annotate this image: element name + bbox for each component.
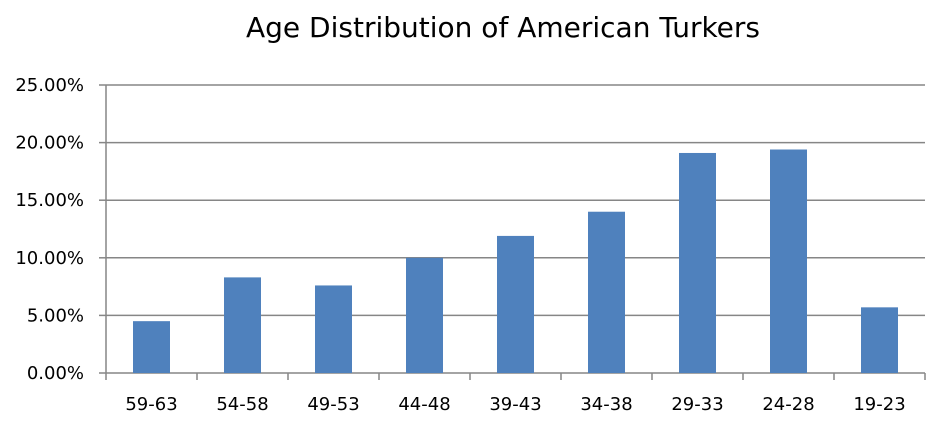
bar-54-58	[224, 277, 261, 373]
bar-29-33	[679, 152, 716, 373]
y-axis-tick-label: 20.00%	[15, 133, 84, 154]
y-axis-tick-label: 25.00%	[15, 75, 84, 96]
x-axis-tick-label: 29-33	[671, 394, 723, 415]
y-axis-tick-labels: 0.00% 5.00% 10.00% 15.00% 20.00% 25.00%	[15, 75, 84, 384]
y-axis-tick-label: 5.00%	[27, 305, 84, 326]
x-axis-tick-label: 49-53	[307, 394, 359, 415]
x-axis-tick-label: 24-28	[762, 394, 814, 415]
x-axis-tick-labels: 59-63 54-58 49-53 44-48 39-43 34-38 29-33 24-28…	[125, 394, 905, 415]
bar-34-38	[588, 211, 625, 373]
x-axis-tick-label: 59-63	[125, 394, 177, 415]
bar-44-48	[406, 257, 443, 373]
x-axis-tick-label: 44-48	[398, 394, 450, 415]
bars	[133, 149, 898, 373]
chart-title: Age Distribution of American Turkers	[246, 11, 760, 44]
y-axis-tick-label: 10.00%	[15, 248, 84, 269]
x-axis-tick-label: 34-38	[580, 394, 632, 415]
bar-59-63	[133, 321, 170, 373]
bar-19-23	[861, 307, 898, 373]
x-axis-tick-label: 19-23	[853, 394, 905, 415]
y-axis-tick-label: 15.00%	[15, 190, 84, 211]
x-axis-tick-label: 54-58	[216, 394, 268, 415]
bar-49-53	[315, 285, 352, 373]
bar-39-43	[497, 235, 534, 373]
x-axis-tick-label: 39-43	[489, 394, 541, 415]
bar-24-28	[770, 149, 807, 373]
y-axis-tick-label: 0.00%	[27, 363, 84, 384]
